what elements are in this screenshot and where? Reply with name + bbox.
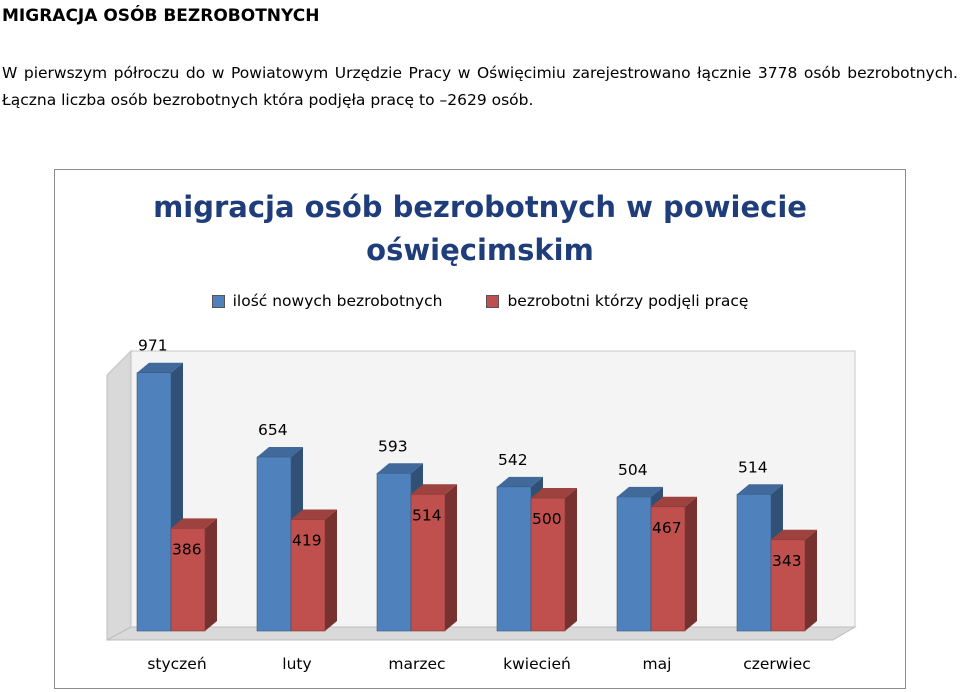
legend-item-employed: bezrobotni którzy podjęli pracę xyxy=(486,292,748,310)
bar-top xyxy=(411,484,457,495)
data-label: 542 xyxy=(498,451,528,469)
bar xyxy=(650,506,686,632)
bar xyxy=(170,528,206,632)
bar-top xyxy=(651,496,697,507)
bar-side xyxy=(445,484,457,631)
data-label: 654 xyxy=(258,421,288,439)
bar-top xyxy=(291,509,337,520)
page-heading: MIGRACJA OSÓB BEZROBOTNYCH xyxy=(2,6,320,26)
bar-top xyxy=(257,447,303,458)
data-label: 971 xyxy=(138,337,168,355)
bar xyxy=(376,472,412,632)
legend-swatch-red xyxy=(486,294,500,308)
bar-side xyxy=(325,509,337,631)
data-label: 514 xyxy=(738,458,768,476)
bar xyxy=(770,539,806,632)
legend-item-new-unemployed: ilość nowych bezrobotnych xyxy=(211,292,443,310)
chart-title-line2: oświęcimskim xyxy=(366,233,594,267)
data-label: 514 xyxy=(412,506,442,524)
bar xyxy=(256,456,292,632)
chart-side-wall xyxy=(106,349,132,641)
bar-top xyxy=(617,486,663,497)
bar xyxy=(136,372,172,632)
data-label: 419 xyxy=(292,532,322,550)
chart-title-line1: migracja osób bezrobotnych w powiecie xyxy=(153,190,807,224)
bar-top xyxy=(531,488,577,498)
x-tick-label: kwiecień xyxy=(503,655,571,673)
bar-top xyxy=(171,518,217,529)
data-label: 500 xyxy=(532,510,562,528)
bar-side xyxy=(565,488,577,631)
chart-plot: 971 386 styczeń 654 419 luty 593 514 marzec 542 50… xyxy=(106,337,857,673)
bar-side xyxy=(805,529,817,631)
legend-swatch-blue xyxy=(211,294,225,308)
legend-label: ilość nowych bezrobotnych xyxy=(232,292,443,310)
legend-label: bezrobotni którzy podjęli pracę xyxy=(507,292,749,310)
x-tick-label: styczeń xyxy=(147,655,206,673)
x-tick-label: maj xyxy=(643,655,672,673)
data-label: 386 xyxy=(172,540,202,558)
bar xyxy=(290,519,326,632)
x-tick-label: marzec xyxy=(388,655,445,673)
chart-title: migracja osób bezrobotnych w powiecie oś… xyxy=(55,186,905,272)
bar-top xyxy=(377,463,423,474)
bar-top xyxy=(771,529,817,540)
x-tick-label: luty xyxy=(282,655,311,673)
bar-top xyxy=(497,476,543,487)
bar-top xyxy=(737,484,783,495)
bar-top xyxy=(137,362,183,373)
intro-paragraph: W pierwszym półroczu do w Powiatowym Urz… xyxy=(2,64,958,109)
chart-container: migracja osób bezrobotnych w powiecie oś… xyxy=(54,169,906,689)
data-label: 504 xyxy=(618,461,648,479)
bar xyxy=(530,497,566,632)
data-label: 467 xyxy=(652,519,682,537)
bar xyxy=(496,486,532,632)
bar-side xyxy=(205,518,217,631)
bar xyxy=(616,496,652,632)
bar xyxy=(736,493,772,632)
data-label: 593 xyxy=(378,437,408,455)
chart-legend: ilość nowych bezrobotnych bezrobotni któ… xyxy=(55,292,905,310)
bar xyxy=(410,493,446,632)
x-tick-label: czerwiec xyxy=(743,655,811,673)
data-label: 343 xyxy=(772,552,802,570)
bar-side xyxy=(685,496,697,631)
